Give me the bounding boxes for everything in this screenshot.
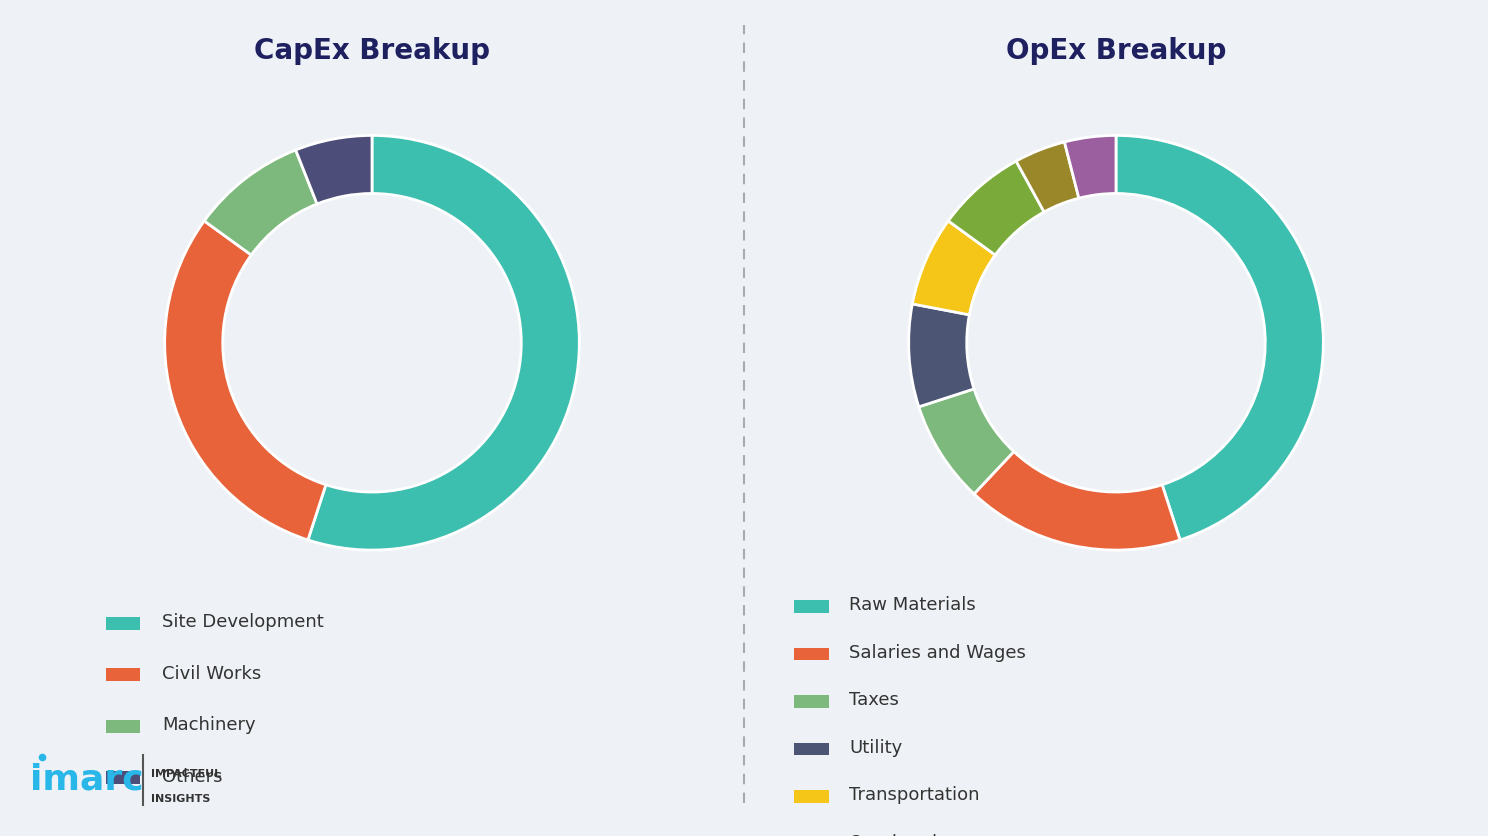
Wedge shape	[204, 150, 317, 255]
Text: IMPACTFUL: IMPACTFUL	[150, 769, 222, 779]
Wedge shape	[1116, 135, 1323, 540]
Text: INSIGHTS: INSIGHTS	[150, 794, 210, 804]
Wedge shape	[918, 389, 1013, 494]
Wedge shape	[975, 451, 1180, 550]
FancyBboxPatch shape	[795, 648, 829, 660]
FancyBboxPatch shape	[106, 720, 140, 732]
Text: Civil Works: Civil Works	[162, 665, 262, 682]
Wedge shape	[308, 135, 579, 550]
Text: Raw Materials: Raw Materials	[850, 596, 976, 614]
FancyBboxPatch shape	[795, 696, 829, 708]
Text: Taxes: Taxes	[850, 691, 899, 709]
FancyBboxPatch shape	[106, 772, 140, 784]
FancyBboxPatch shape	[795, 600, 829, 613]
FancyBboxPatch shape	[795, 790, 829, 803]
Text: Overheads: Overheads	[850, 833, 946, 836]
Wedge shape	[948, 161, 1045, 255]
Wedge shape	[912, 221, 995, 315]
Text: imarc: imarc	[30, 763, 143, 797]
Title: OpEx Breakup: OpEx Breakup	[1006, 37, 1226, 64]
FancyBboxPatch shape	[106, 668, 140, 681]
FancyBboxPatch shape	[795, 742, 829, 755]
Wedge shape	[1016, 142, 1079, 212]
Title: CapEx Breakup: CapEx Breakup	[254, 37, 490, 64]
Text: Salaries and Wages: Salaries and Wages	[850, 644, 1025, 662]
Text: Site Development: Site Development	[162, 613, 324, 631]
Text: Others: Others	[162, 767, 222, 786]
Wedge shape	[296, 135, 372, 204]
Text: Utility: Utility	[850, 739, 902, 757]
Wedge shape	[1064, 135, 1116, 198]
Text: Machinery: Machinery	[162, 716, 256, 734]
Wedge shape	[909, 304, 975, 407]
Text: Transportation: Transportation	[850, 786, 979, 804]
Wedge shape	[165, 221, 326, 540]
FancyBboxPatch shape	[106, 617, 140, 630]
